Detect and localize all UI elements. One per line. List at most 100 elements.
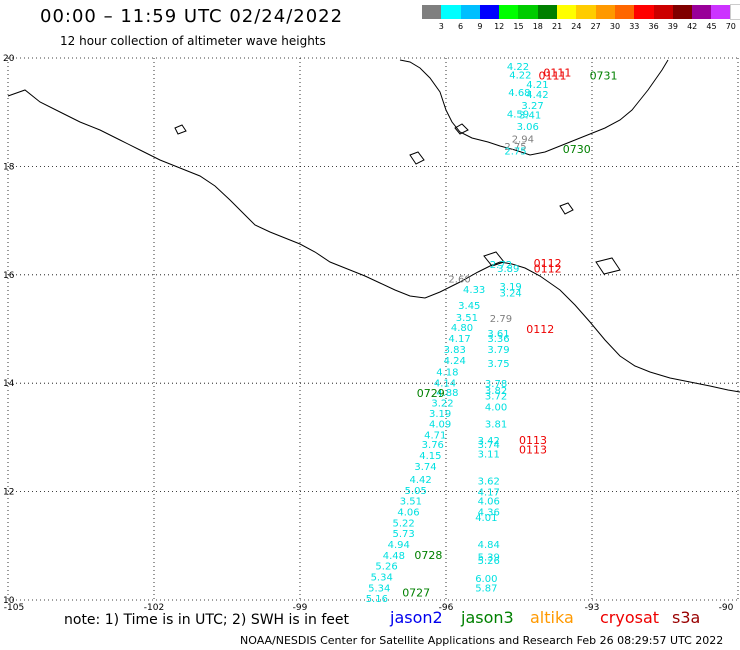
swh-value-label: 3.11 <box>478 449 500 460</box>
lat-lon-grid <box>7 57 739 601</box>
pass-time-label: 0728 <box>414 549 442 562</box>
swh-value-label: 3.72 <box>485 391 507 402</box>
colorbar-swatch-9 <box>595 5 615 19</box>
swh-colorbar <box>422 4 740 20</box>
swh-value-label: 3.22 <box>431 399 453 410</box>
swh-value-label: 2.94 <box>512 135 534 146</box>
colorbar-tick-label: 24 <box>571 22 582 31</box>
legend-s3a: s3a <box>672 608 701 627</box>
colorbar-swatch-15 <box>711 5 731 19</box>
swh-value-label: 5.73 <box>392 529 414 540</box>
swh-value-label: 4.21 <box>526 80 548 91</box>
pass-time-label: 0731 <box>590 70 618 83</box>
swh-value-label: 2.75 <box>504 142 526 153</box>
swh-value-label: 6.00 <box>475 574 497 585</box>
swh-value-label: 3.76 <box>422 440 444 451</box>
colorbar-tick-label: 45 <box>706 22 717 31</box>
colorbar-swatch-6 <box>537 5 558 19</box>
lat-tick-label: 16 <box>3 271 15 281</box>
legend-cryosat: cryosat <box>600 608 660 627</box>
lon-tick-label: -96 <box>439 603 454 613</box>
lon-tick-label: -99 <box>293 603 308 613</box>
swh-value-label: 3.27 <box>521 101 543 112</box>
swh-value-label: 4.14 <box>434 378 456 389</box>
swh-value-label: 3.06 <box>517 122 539 133</box>
lat-tick-label: 18 <box>3 162 15 172</box>
colorbar-swatch-4 <box>499 5 519 19</box>
colorbar-tick-label: 15 <box>513 22 524 31</box>
colorbar-tick-label: 27 <box>590 22 601 31</box>
colorbar-swatch-3 <box>479 5 500 19</box>
colorbar-swatch-13 <box>672 5 693 19</box>
page-subtitle: 12 hour collection of altimeter wave hei… <box>60 34 326 48</box>
pass-time-label: 0730 <box>563 143 591 156</box>
colorbar-swatch-16 <box>729 4 740 20</box>
swh-value-label: 3.24 <box>500 288 522 299</box>
swh-value-label: 4.00 <box>485 402 507 413</box>
swh-value-label: 4.15 <box>419 451 441 462</box>
swh-value-label: 4.80 <box>451 323 473 334</box>
swh-value-label: 3.41 <box>519 111 541 122</box>
swh-value-label: 4.17 <box>478 487 500 498</box>
swh-value-label: 3.89 <box>497 264 519 275</box>
swh-value-label: 3.74 <box>478 440 500 451</box>
swh-labels: 4.224.224.214.684.423.274.593.413.062.94… <box>366 62 549 605</box>
swh-value-label: 4.68 <box>508 88 530 99</box>
lat-tick-label: 12 <box>3 488 14 498</box>
swh-value-label: 5.05 <box>405 486 427 497</box>
swh-value-label: 4.36 <box>478 507 500 518</box>
credit-line: NOAA/NESDIS Center for Satellite Applica… <box>240 634 724 647</box>
swh-value-label: 3.61 <box>487 329 509 340</box>
swh-value-label: 4.84 <box>478 540 500 551</box>
colorbar-tick-label: 18 <box>532 22 543 31</box>
pass-time-label: 0113 <box>519 444 547 457</box>
swh-value-label: 3.51 <box>400 497 422 508</box>
footer-note: note: 1) Time is in UTC; 2) SWH is in fe… <box>64 612 350 628</box>
legend-jason3: jason3 <box>461 608 514 627</box>
swh-value-label: 5.16 <box>366 594 388 605</box>
colorbar-swatch-0 <box>422 5 442 19</box>
swh-value-label: 4.71 <box>424 430 446 441</box>
axis-tick-labels: -105 -102 -99 -96 -93 -90 20 18 16 14 12 10 <box>3 54 734 613</box>
pass-time-label: 0111 <box>538 70 566 83</box>
lat-tick-label: 20 <box>3 54 15 64</box>
swh-value-label: 3.45 <box>458 301 480 312</box>
colorbar-swatch-7 <box>557 5 577 19</box>
swh-value-label: 4.24 <box>444 356 466 367</box>
swh-value-label: 4.18 <box>436 368 458 379</box>
pass-time-label: 0727 <box>402 587 430 600</box>
swh-value-label: 4.22 <box>507 62 529 73</box>
colorbar-tick-label: 70 <box>725 22 736 31</box>
swh-value-label: 2.75 <box>504 146 526 157</box>
swh-value-label: 3.19 <box>429 409 451 420</box>
colorbar-swatch-1 <box>441 5 461 19</box>
swh-value-label: 5.22 <box>392 518 414 529</box>
swh-value-label: 4.88 <box>436 388 458 399</box>
swh-value-label: 4.22 <box>509 71 531 82</box>
swh-value-label: 4.59 <box>507 110 529 121</box>
swh-value-label: 5.87 <box>475 583 497 594</box>
colorbar-tick-label: 36 <box>648 22 659 31</box>
colorbar-tick-label: 33 <box>629 22 640 31</box>
legend-jason2: jason2 <box>390 608 443 627</box>
colorbar-swatch-14 <box>692 5 712 19</box>
colorbar-swatch-10 <box>614 5 635 19</box>
swh-value-label: 3.81 <box>485 420 507 431</box>
colorbar-tick-label: 30 <box>609 22 621 31</box>
colorbar-tick-label: 6 <box>458 22 464 31</box>
swh-value-label: 5.34 <box>371 572 393 583</box>
lat-tick-label: 14 <box>3 379 15 389</box>
pass-time-label: 0111 <box>543 66 571 79</box>
colorbar-tick-label: 9 <box>477 22 483 31</box>
swh-value-label: 4.09 <box>429 420 451 431</box>
pass-time-label: 0729 <box>417 387 445 400</box>
swh-value-label: 2.79 <box>490 314 512 325</box>
colorbar-swatch-11 <box>634 5 654 19</box>
swh-value-label: 4.01 <box>475 513 497 524</box>
colorbar-swatch-8 <box>576 5 596 19</box>
swh-value-label: 3.83 <box>444 345 466 356</box>
pass-time-label: 0113 <box>519 434 547 447</box>
pass-time-label: 0112 <box>526 323 554 336</box>
